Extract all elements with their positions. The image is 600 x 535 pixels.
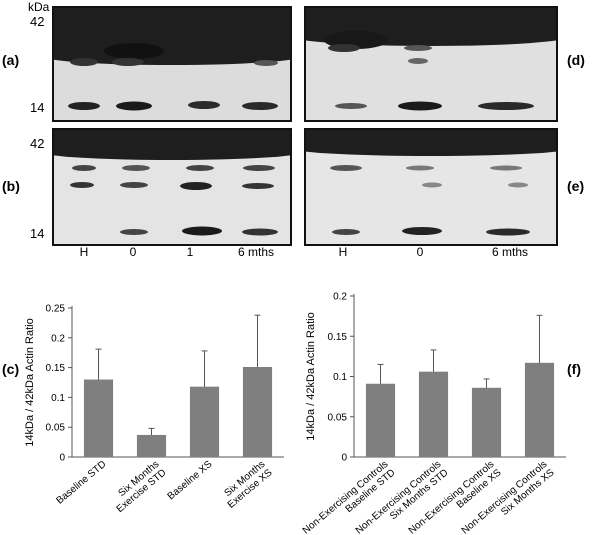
bar <box>242 367 273 457</box>
western-blot-a <box>52 6 292 122</box>
marker-14-bottom: 14 <box>30 226 45 241</box>
y-tick-label: 0.15 <box>328 332 348 343</box>
panel-label: (c) <box>2 361 19 377</box>
panel-label: (f) <box>567 361 581 377</box>
category-label: Non-Exercising ControlsBaseline STD <box>301 459 398 535</box>
y-tick-label: 0.15 <box>46 363 66 374</box>
y-axis-label: 14kDa / 42kDa Actin Ratio <box>24 318 36 446</box>
bar <box>365 383 396 457</box>
lane-label-right-3: 6 mths <box>491 245 528 259</box>
bar-chart-c: (c) 14kDa / 42kDa Actin Ratio 0 0.05 0.1 0.15… <box>2 304 284 515</box>
category-label-line: Baseline STD <box>55 459 109 507</box>
kda-unit-label: kDa <box>28 0 50 14</box>
y-tick-label: 0.05 <box>328 412 348 423</box>
lane-label-right-1: H <box>338 245 348 259</box>
bar <box>136 434 167 457</box>
western-blot-b <box>52 128 292 246</box>
bar <box>524 362 555 457</box>
panel-label-d: (d) <box>567 52 585 68</box>
category-label: Six MonthsExercise STD <box>108 459 169 515</box>
western-blot-e <box>304 128 558 246</box>
category-label-line: Baseline XS <box>166 459 215 503</box>
panel-label-a: (a) <box>2 52 20 68</box>
category-label: Baseline STD <box>55 459 109 507</box>
category-label: Baseline XS <box>166 459 215 503</box>
lane-label-right-2: 0 <box>416 245 424 259</box>
y-axis-label: 14kDa / 42kDa Actin Ratio <box>305 312 317 440</box>
bar-chart-f: (f) 14kDa / 42kDa Actin Ratio 0 0.05 0.1 0.15… <box>301 292 581 535</box>
y-tick-label: 0.1 <box>333 372 347 383</box>
marker-14-top: 14 <box>30 100 45 115</box>
category-label: Six MonthsExercise XS <box>219 459 275 511</box>
y-tick-label: 0.25 <box>46 304 66 315</box>
panel-label-e: (e) <box>567 178 585 194</box>
panel-label-b: (b) <box>2 178 20 194</box>
y-tick-label: 0 <box>59 453 65 464</box>
y-tick-label: 0.1 <box>51 393 65 404</box>
bar <box>418 371 449 457</box>
marker-42-top: 42 <box>30 14 45 29</box>
lane-label-left-4: 6 mths <box>237 245 274 259</box>
category-label-line: Non-Exercising Controls <box>301 459 391 535</box>
bar <box>189 386 220 457</box>
y-tick-label: 0 <box>341 453 347 464</box>
bar <box>471 387 502 457</box>
y-tick-label: 0.05 <box>46 423 66 434</box>
western-blot-d <box>304 6 558 122</box>
y-tick-label: 0.2 <box>51 333 65 344</box>
y-tick-label: 0.2 <box>333 292 347 303</box>
marker-42-bottom: 42 <box>30 136 45 151</box>
lane-label-left-3: 1 <box>186 245 194 259</box>
lane-label-left-2: 0 <box>129 245 137 259</box>
lane-label-left-1: H <box>79 245 89 259</box>
bar <box>83 379 114 457</box>
